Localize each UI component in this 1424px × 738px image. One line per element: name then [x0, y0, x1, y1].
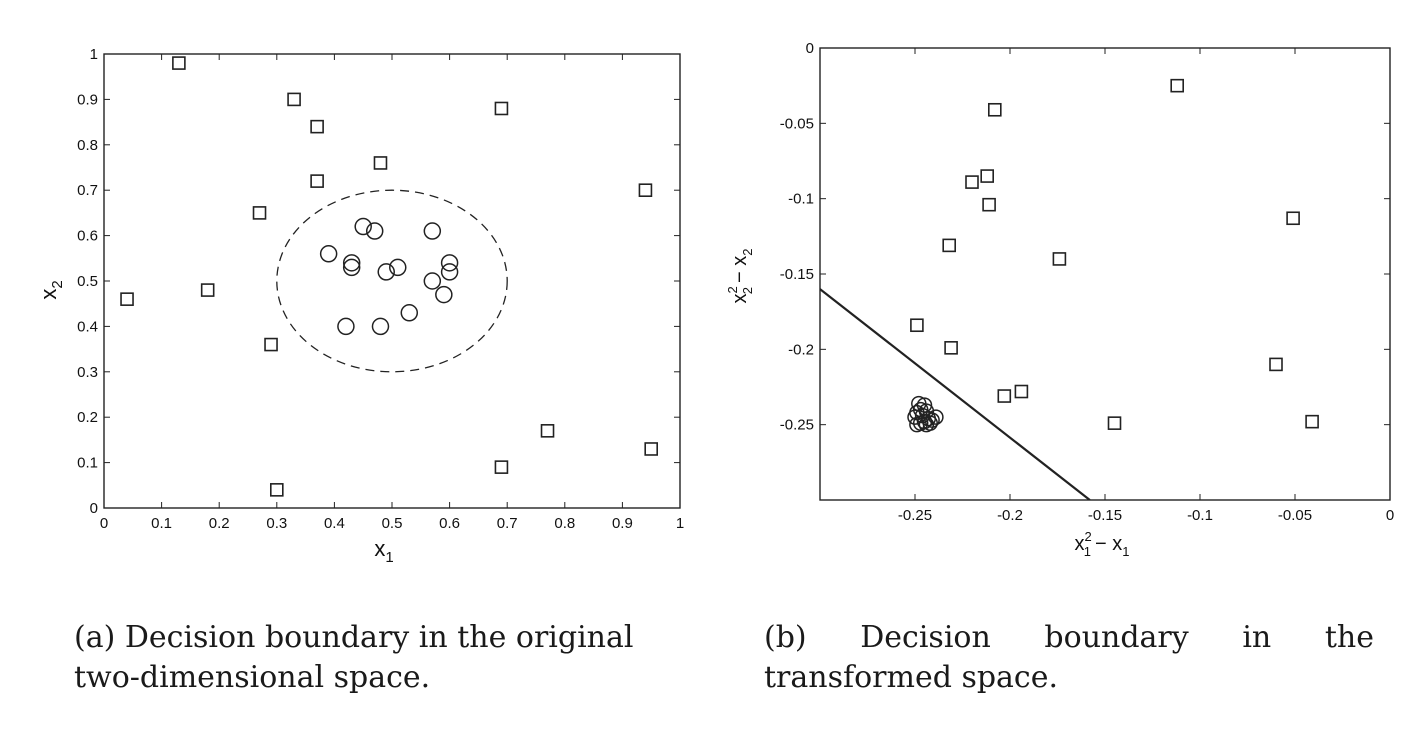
circle-point [924, 412, 940, 428]
x-tick-label: 0.3 [266, 515, 287, 532]
x-tick-label: 0 [1386, 507, 1394, 524]
square-point [172, 56, 186, 70]
circle-point [423, 272, 442, 290]
plot-frame [103, 53, 681, 509]
x-tick-label: 1 [676, 515, 684, 532]
square-point [1170, 78, 1184, 93]
circle-point [342, 254, 361, 272]
square-point [910, 318, 924, 333]
square-point [120, 292, 134, 306]
x-tick-label: 0.8 [554, 515, 575, 532]
circle-point [440, 254, 459, 272]
x-tick-label: 0.4 [324, 515, 345, 532]
panel-b-ylabel: x22− x2 [725, 249, 755, 304]
x-tick-label: 0 [100, 515, 108, 532]
decision-boundary-circle [276, 189, 508, 373]
circle-point [377, 263, 395, 281]
y-tick-label: 0.1 [77, 455, 98, 472]
plot-frame [819, 47, 1391, 501]
panel-a-chart: 0 0.1 0.2 0.3 0.4 0.5 0.6 0.7 0.8 0.9 1 0 0.1 0.2 0.3 0… [77, 46, 684, 532]
y-tick-label: 1 [90, 46, 98, 63]
y-tick-label: 0 [806, 40, 814, 57]
square-point [1052, 252, 1067, 266]
square-point [980, 169, 995, 183]
square-point [200, 283, 215, 297]
y-tick-label: 0 [90, 500, 98, 517]
x-tick-label: 0.5 [382, 515, 403, 532]
square-point [644, 442, 659, 456]
square-point [373, 156, 388, 170]
square-point [1107, 416, 1122, 430]
x-tick-label: 0.2 [209, 515, 230, 532]
panel-b-xlabel: x2 1− x1 [1075, 529, 1130, 559]
x-tick-label: 0.1 [151, 515, 172, 532]
x-tick-label: 0.9 [612, 515, 633, 532]
circle-point [371, 317, 390, 336]
circle-point [319, 245, 338, 263]
square-point [540, 424, 555, 438]
square-point [942, 238, 957, 253]
figure-plots: 0 0.1 0.2 0.3 0.4 0.5 0.6 0.7 0.8 0.9 1 0 0.1 0.2 0.3 0… [36, 40, 1394, 566]
square-point [965, 175, 979, 189]
circle-point [354, 217, 372, 236]
circle-point [922, 415, 938, 431]
square-point [264, 337, 278, 352]
y-tick-label: -0.1 [788, 191, 814, 208]
y-tick-label: 0.5 [77, 273, 98, 290]
circle-point [337, 317, 355, 336]
y-tick-label: -0.15 [780, 266, 814, 283]
y-tick-label: 0.8 [77, 137, 98, 154]
square-point [982, 197, 996, 212]
square-point [1305, 414, 1319, 429]
square-point [494, 101, 509, 116]
caption-a: (a) Decision boundary in the original tw… [74, 620, 634, 695]
y-tick-label: 0.4 [77, 318, 98, 335]
panel-b-chart: -0.25 -0.2 -0.15 -0.1 -0.05 0 0 -0.05 -0.1 -0.15 -… [780, 40, 1394, 524]
square-point [287, 92, 301, 107]
circle-point [342, 258, 361, 277]
square-point [252, 206, 267, 220]
caption-b: (b) Decision boundary in the transformed… [764, 620, 1374, 695]
square-point [1286, 211, 1300, 226]
y-tick-label: 0.9 [77, 91, 98, 108]
square-point [494, 460, 509, 474]
square-point [310, 174, 324, 188]
square-point [997, 389, 1012, 403]
circle-point [435, 285, 453, 304]
circle-point [365, 222, 384, 240]
x-tick-label: -0.25 [898, 507, 932, 524]
square-point [1014, 384, 1029, 399]
circle-point [423, 222, 442, 240]
square-point [944, 341, 958, 355]
panel-a-xlabel: x1 [374, 536, 393, 566]
panel-a-ylabel: x2 [36, 280, 66, 299]
square-point [1269, 357, 1283, 372]
square-point [269, 483, 284, 497]
y-tick-label: 0.6 [77, 228, 98, 245]
circle-point [928, 409, 944, 425]
y-tick-label: 0.3 [77, 364, 98, 381]
x-tick-label: -0.15 [1088, 507, 1122, 524]
x-tick-label: -0.2 [997, 507, 1023, 524]
decision-boundary-line [820, 288, 1091, 500]
x-tick-label: -0.05 [1278, 507, 1312, 524]
x-tick-label: 0.7 [497, 515, 518, 532]
square-point [987, 102, 1002, 117]
y-tick-label: 0.7 [77, 182, 98, 199]
square-point [310, 119, 324, 134]
square-point [638, 183, 653, 197]
y-tick-label: -0.05 [780, 115, 814, 132]
circle-point [400, 304, 419, 322]
y-tick-label: 0.2 [77, 409, 98, 426]
circle-point [389, 258, 407, 277]
circle-point [440, 263, 459, 281]
y-tick-label: -0.2 [788, 341, 814, 358]
x-tick-label: -0.1 [1187, 507, 1213, 524]
y-tick-label: -0.25 [780, 417, 814, 434]
x-tick-label: 0.6 [439, 515, 460, 532]
